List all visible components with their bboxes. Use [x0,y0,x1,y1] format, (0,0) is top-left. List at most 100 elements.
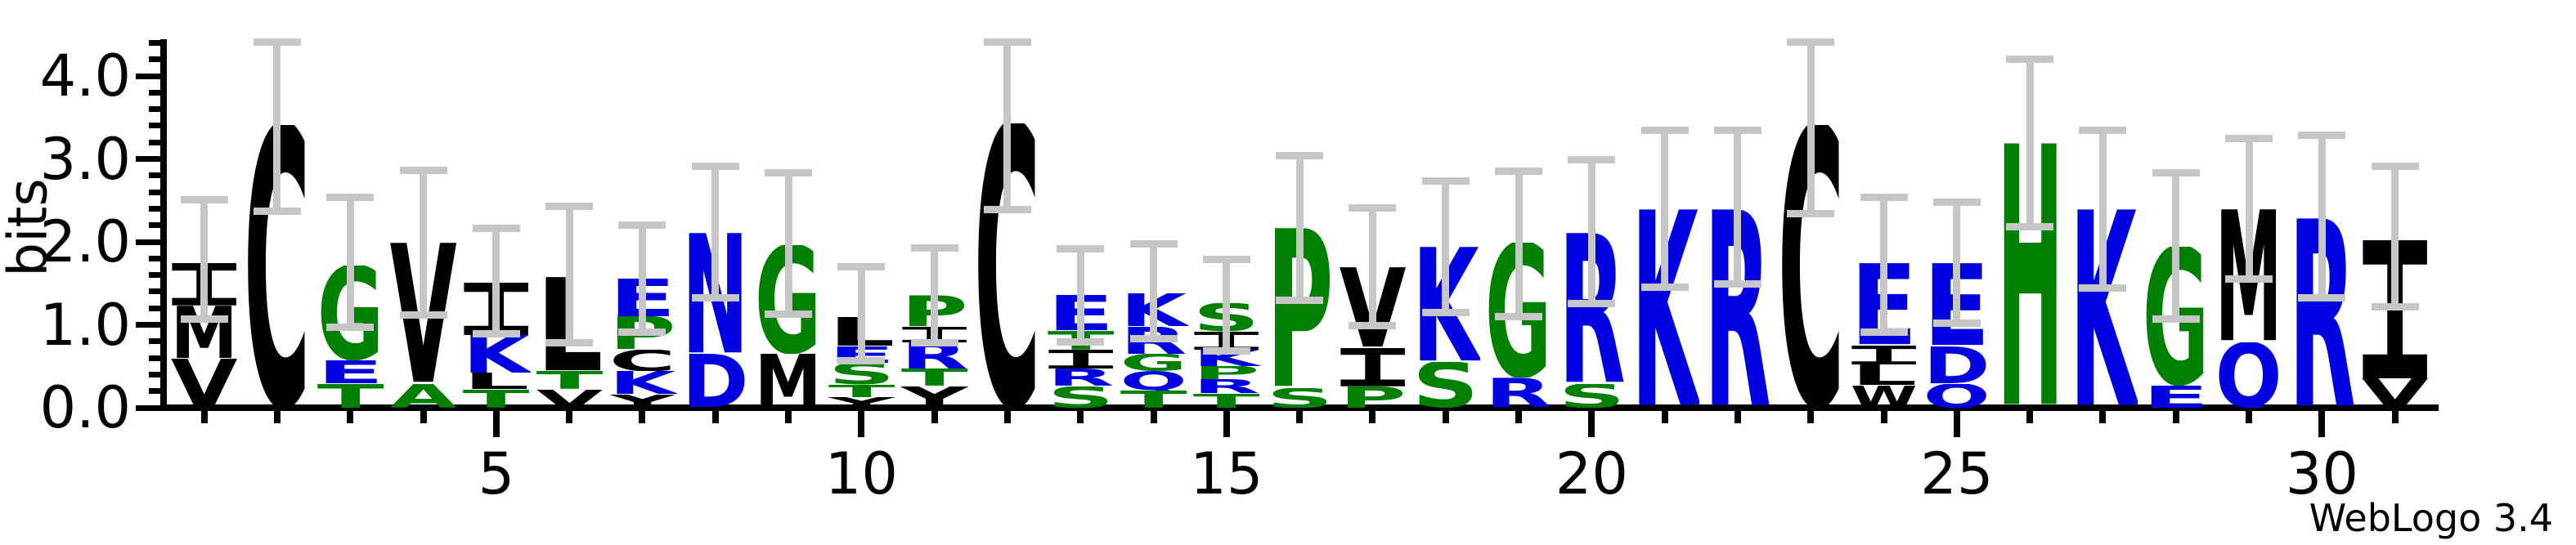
svg-text:T: T [536,371,604,389]
logo-letter-Y-pos7: Y [608,395,677,408]
y-tick-label-4: 4.0 [39,42,131,109]
x-minor-tick-17 [1369,411,1376,423]
svg-text:T: T [1120,391,1188,408]
svg-text:L: L [1851,364,1918,385]
x-minor-tick-14 [1150,411,1157,423]
error-bar-cap-top-pos16 [1276,152,1324,160]
x-minor-tick-16 [1296,411,1304,423]
error-bar-stem-pos1 [200,196,209,324]
svg-text:S: S [1558,384,1625,408]
error-bar-cap-bottom-pos24 [1860,328,1908,336]
logo-letter-Q-pos14: Q [1119,371,1188,390]
error-bar-stem-pos27 [2098,126,2107,292]
error-bar-stem-pos31 [2391,162,2399,311]
x-minor-tick-31 [2391,411,2399,423]
x-minor-tick-4 [420,411,427,423]
error-bar-stem-pos10 [857,263,865,365]
logo-letter-L-pos24: L [1849,364,1919,385]
error-bar-stem-pos23 [1806,38,1815,217]
logo-letter-I-pos24 [1849,345,1919,365]
error-bar-cap-bottom-pos22 [1713,279,1761,288]
y-minor-tick-4.4 [149,39,167,46]
x-major-tick-30 [2318,411,2326,437]
x-tick-label-20: 20 [1555,440,1628,507]
error-bar-cap-bottom-pos20 [1568,300,1616,308]
x-axis-line [160,404,2439,411]
error-bar-cap-bottom-pos25 [1932,319,1981,327]
svg-text:T: T [316,384,384,408]
x-minor-tick-28 [2172,411,2179,423]
x-major-tick-25 [1953,411,1960,437]
error-bar-stem-pos21 [1661,126,1669,291]
svg-text:Q: Q [2215,342,2282,408]
logo-letter-W-pos24: W [1849,386,1919,408]
x-minor-tick-22 [1734,411,1741,423]
svg-text:S: S [828,363,895,384]
error-bar-cap-top-pos18 [1421,176,1470,185]
error-bar-cap-bottom-pos27 [2079,284,2127,292]
x-major-tick-5 [492,411,500,437]
svg-text:G: G [1120,354,1187,371]
y-major-tick-1 [136,322,167,328]
svg-text:D: D [682,354,749,408]
logo-letter-E-pos28: E [2141,386,2210,408]
logo-letter-T-pos10: T [827,385,896,397]
weblogo-credit: WebLogo 3.4 [2309,496,2553,540]
error-bar-cap-bottom-pos10 [837,357,886,365]
error-bar-cap-bottom-pos4 [399,311,447,319]
logo-column-18: SK [1411,0,1481,408]
error-bar-stem-pos28 [2172,168,2180,324]
logo-letter-D-pos8: D [680,354,750,408]
logo-letter-Y-pos11: Y [900,386,969,408]
logo-letter-Q-pos29: Q [2214,342,2283,408]
logo-letter-E-pos3: E [316,360,385,383]
error-bar-cap-top-pos17 [1349,204,1397,212]
x-minor-tick-21 [1661,411,1668,423]
x-minor-tick-27 [2099,411,2107,423]
x-tick-label-10: 10 [824,440,898,507]
error-bar-stem-pos6 [565,203,573,346]
error-bar-cap-top-pos31 [2371,162,2419,170]
error-bar-stem-pos15 [1223,256,1231,355]
error-bar-stem-pos4 [420,166,428,319]
error-bar-cap-top-pos29 [2225,135,2273,143]
error-bar-cap-top-pos2 [253,38,301,47]
error-bar-cap-top-pos20 [1568,156,1616,164]
y-minor-tick-4.2 [149,56,167,63]
logo-letter-C-pos7: C [608,350,677,371]
logo-letter-L-pos5: L [461,373,531,389]
svg-text:A: A [390,384,458,408]
error-bar-cap-top-pos4 [399,166,447,174]
error-bar-stem-pos14 [1150,239,1158,342]
x-minor-tick-2 [273,411,280,423]
svg-text:R: R [901,342,968,369]
error-bar-cap-top-pos21 [1640,126,1689,134]
logo-column-14: TQGRK [1119,0,1189,408]
error-bar-stem-pos8 [711,162,720,302]
svg-text:R: R [1047,369,1114,386]
svg-text:Y: Y [900,386,969,408]
svg-text:V: V [2362,378,2430,408]
logo-letter-V-pos1: V [169,359,239,408]
error-bar-cap-top-pos6 [545,203,594,211]
x-tick-label-25: 25 [1920,440,1994,507]
logo-letter-T-pos6: T [535,371,604,389]
error-bar-cap-bottom-pos11 [910,338,958,346]
error-bar-cap-bottom-pos3 [326,323,375,331]
svg-text:K: K [609,371,678,394]
error-bar-cap-top-pos5 [472,224,520,232]
logo-letter-S-pos16: S [1265,388,1335,408]
svg-text:T: T [1193,394,1261,408]
x-minor-tick-13 [1077,411,1084,423]
y-tick-label-2: 2.0 [39,208,131,275]
logo-letter-D-pos25: D [1922,346,1991,384]
logo-letter-T-pos5: T [461,390,531,408]
error-bar-cap-bottom-pos6 [545,338,594,346]
error-bar-cap-top-pos26 [2006,55,2054,63]
error-bar-cap-bottom-pos29 [2225,275,2273,283]
error-bar-stem-pos18 [1442,176,1450,317]
logo-letter-K-pos7: K [608,371,678,394]
error-bar-stem-pos7 [638,221,646,336]
